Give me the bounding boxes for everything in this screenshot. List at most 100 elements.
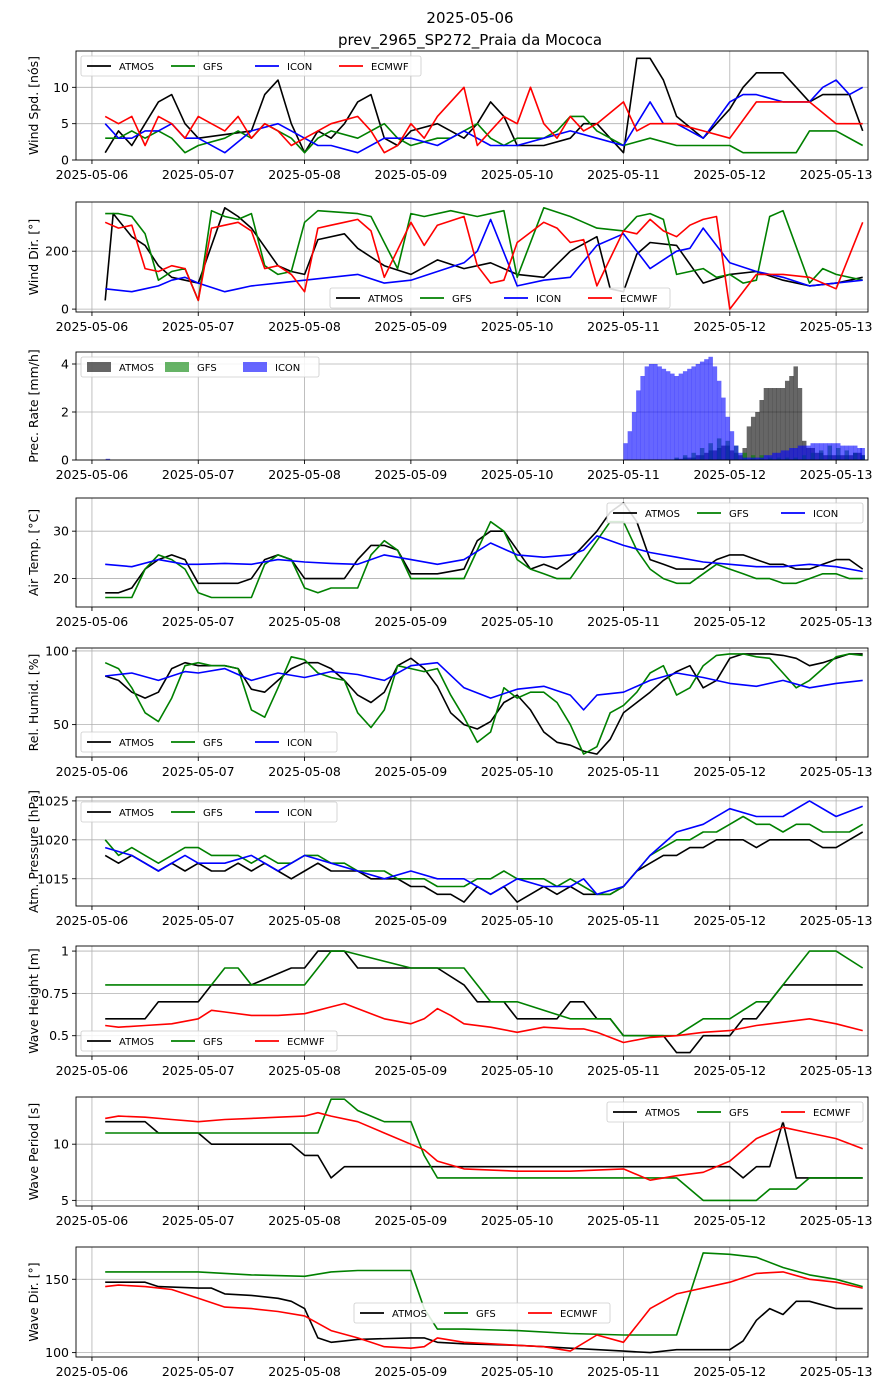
series-line-gfs	[105, 1098, 863, 1202]
precip-bar-icon	[763, 455, 769, 460]
series-line-atmos	[105, 950, 863, 1054]
precip-bar-icon	[806, 445, 811, 460]
precip-bar-gfs	[742, 452, 747, 460]
legend-box	[329, 287, 671, 309]
figure-station-title: prev_2965_SP272_Praia da Mococa	[338, 31, 602, 50]
series-line-gfs	[105, 950, 864, 1037]
legend-label-ecmwf: ECMWF	[371, 62, 409, 73]
series-line-gfs	[104, 653, 863, 755]
x-tick-label: 2025-05-12	[693, 1213, 766, 1228]
series-line-gfs	[105, 520, 863, 599]
precip-bar-icon	[674, 376, 679, 460]
series-line-gfs	[105, 207, 863, 302]
precip-bar-icon	[729, 431, 735, 460]
legend: ATMOS GFS ECMWF	[353, 1302, 611, 1324]
x-tick-label: 2025-05-10	[481, 614, 554, 629]
chart-panels: 2025-05-06 2025-05-07 2025-05-08 2025-05-09…	[26, 50, 873, 1379]
y-tick-label: 0	[61, 302, 69, 317]
precip-bar-icon	[836, 443, 841, 460]
x-tick-label: 2025-05-13	[800, 1063, 873, 1078]
legend: ATMOS GFS ICON	[80, 356, 320, 378]
legend-label-icon: ICON	[287, 808, 312, 819]
precip-bar-icon	[644, 366, 650, 460]
x-tick-label: 2025-05-12	[693, 319, 766, 334]
x-tick-label: 2025-05-09	[375, 467, 448, 482]
chart-panel-8: 2025-05-06 2025-05-07 2025-05-08 2025-05-09…	[26, 1096, 872, 1228]
y-tick-label: 50	[53, 717, 69, 732]
y-tick-label: 100	[45, 1345, 69, 1360]
x-tick-label: 2025-05-09	[375, 319, 448, 334]
legend-label-gfs: GFS	[197, 363, 217, 374]
y-tick-label: 0	[61, 153, 69, 168]
x-tick-label: 2025-05-11	[587, 1213, 660, 1228]
x-tick-label: 2025-05-11	[587, 167, 660, 182]
y-tick-label: 4	[61, 357, 69, 372]
x-tick-label: 2025-05-10	[481, 1364, 554, 1379]
x-tick-label: 2025-05-08	[268, 764, 341, 779]
chart-panel-5: 2025-05-06 2025-05-07 2025-05-08 2025-05-09…	[26, 643, 872, 779]
legend-box	[80, 1030, 338, 1052]
legend-label-gfs: GFS	[452, 294, 472, 305]
x-tick-label: 2025-05-12	[693, 467, 766, 482]
series-line-icon	[105, 661, 863, 711]
precip-bar-icon	[678, 373, 684, 460]
legend-box	[80, 55, 422, 77]
axes-frame	[75, 647, 869, 758]
x-tick-label: 2025-05-13	[800, 467, 873, 482]
axes-frame	[75, 497, 869, 608]
x-tick-label: 2025-05-09	[375, 1213, 448, 1228]
x-tick-label: 2025-05-13	[800, 319, 873, 334]
legend-label-icon: ICON	[813, 509, 838, 520]
x-tick-label: 2025-05-07	[162, 1063, 235, 1078]
y-axis-label: Rel. Humid. [%]	[26, 654, 41, 752]
precip-bar-atmos	[780, 388, 786, 460]
x-tick-label: 2025-05-12	[693, 764, 766, 779]
y-tick-label: 20	[53, 571, 69, 586]
x-tick-label: 2025-05-12	[693, 1063, 766, 1078]
legend-label-gfs: GFS	[203, 1037, 223, 1048]
legend-label-icon: ICON	[536, 294, 561, 305]
x-tick-label: 2025-05-10	[481, 913, 554, 928]
bar-series-atmos	[674, 366, 865, 460]
x-tick-label: 2025-05-13	[800, 1364, 873, 1379]
precip-bar-icon	[844, 445, 849, 460]
legend-label-gfs: GFS	[203, 62, 223, 73]
legend: ATMOS GFS ICON	[80, 801, 338, 823]
legend-label-gfs: GFS	[203, 738, 223, 749]
x-tick-label: 2025-05-10	[481, 1063, 554, 1078]
axes-frame	[75, 50, 869, 161]
legend-label-icon: ICON	[275, 363, 300, 374]
x-tick-label: 2025-05-06	[56, 467, 129, 482]
x-tick-label: 2025-05-06	[56, 1364, 129, 1379]
precip-bar-icon	[708, 356, 713, 460]
axes-frame	[75, 1246, 869, 1358]
precip-bar-icon	[733, 445, 739, 460]
y-axis-label: Wind Spd. [nós]	[26, 56, 41, 155]
legend-label-icon: ICON	[287, 738, 312, 749]
x-tick-label: 2025-05-10	[481, 764, 554, 779]
y-tick-label: 5	[61, 1193, 69, 1208]
x-tick-label: 2025-05-06	[56, 1063, 129, 1078]
legend: ATMOS GFS ICON ECMWF	[80, 55, 422, 77]
legend-label-atmos: ATMOS	[119, 363, 154, 374]
y-tick-label: 30	[53, 524, 69, 539]
legend-label-atmos: ATMOS	[645, 1108, 680, 1119]
y-tick-label: 0	[61, 453, 69, 468]
legend-label-gfs: GFS	[476, 1309, 496, 1320]
x-tick-label: 2025-05-11	[587, 467, 660, 482]
x-tick-label: 2025-05-07	[162, 167, 235, 182]
legend-label-ecmwf: ECMWF	[287, 1037, 325, 1048]
x-tick-label: 2025-05-06	[56, 1213, 129, 1228]
precip-bar-atmos	[755, 412, 760, 460]
x-tick-label: 2025-05-06	[56, 319, 129, 334]
x-tick-label: 2025-05-07	[162, 1364, 235, 1379]
series-line-gfs	[105, 1252, 863, 1336]
series-line-ecmwf	[105, 1002, 863, 1044]
y-axis-label: Wave Dir. [°]	[26, 1262, 41, 1341]
x-tick-label: 2025-05-07	[162, 319, 235, 334]
precip-bar-icon	[704, 359, 709, 460]
precip-bar-icon	[640, 376, 645, 460]
precip-bar-icon	[636, 390, 641, 460]
precip-bar-icon	[657, 366, 662, 460]
x-tick-label: 2025-05-08	[268, 913, 341, 928]
